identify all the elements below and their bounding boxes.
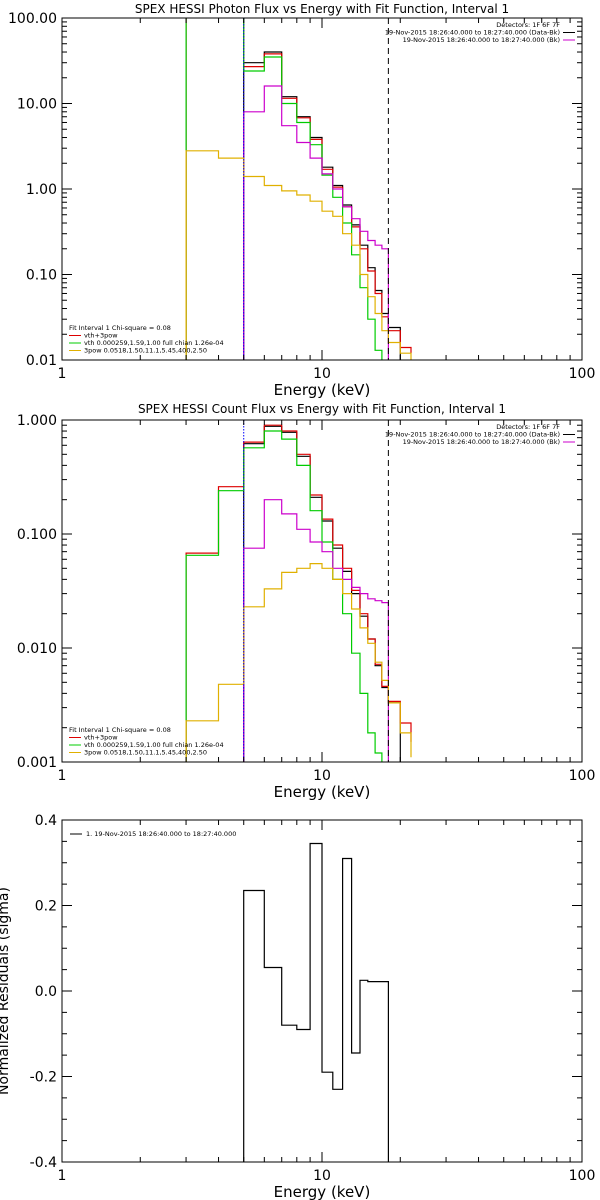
x-axis-label: Energy (keV) [274, 381, 371, 399]
legend-label: vth+3pow [84, 332, 118, 340]
legend-label: Fit Interval 1 Chi-square = 0.08 [69, 726, 171, 734]
series-line-5 [185, 563, 412, 762]
legend-label: 3pow 0.0518,1.50,11.1,5.45,400,2.50 [84, 347, 207, 355]
plot-frame [61, 17, 583, 361]
series-group [243, 842, 389, 1162]
series-line-3 [185, 18, 383, 360]
plot-frame [61, 419, 583, 763]
plot-1: SPEX HESSI Photon Flux vs Energy with Fi… [8, 2, 596, 399]
x-tick-label: 100 [569, 366, 596, 382]
legend-label: Detectors: 1F 6F 7F [496, 423, 560, 431]
y-tick-label: 0.001 [17, 755, 57, 771]
legend-label: 19-Nov-2015 18:26:40.000 to 18:27:40.000… [385, 29, 560, 37]
y-tick-label: 0.010 [17, 641, 57, 657]
series-line-1 [243, 842, 389, 1162]
y-tick-label: 100.00 [8, 11, 57, 27]
y-tick-label: 0.01 [26, 353, 57, 369]
x-tick-label: 10 [313, 1168, 331, 1184]
series-line-1 [243, 51, 401, 360]
legend-label: 1. 19-Nov-2015 18:26:40.000 to 18:27:40.… [86, 830, 236, 838]
x-tick-label: 10 [313, 768, 331, 784]
chart-title: SPEX HESSI Count Flux vs Energy with Fit… [138, 402, 506, 416]
y-axis-label: Normalized Residuals (sigma) [0, 887, 12, 1095]
series-group [185, 424, 412, 762]
y-tick-label: 0.10 [26, 268, 57, 284]
x-tick-label: 1 [58, 1168, 67, 1184]
x-axis-label: Energy (keV) [274, 783, 371, 801]
legend-label: Detectors: 1F 6F 7F [496, 21, 560, 29]
series-line-4 [243, 85, 389, 360]
x-tick-label: 1 [58, 366, 67, 382]
series-line-2 [185, 424, 412, 762]
series-line-5 [185, 150, 412, 360]
legend-label: vth+3pow [84, 734, 118, 742]
y-tick-label: 1.00 [26, 182, 57, 198]
x-tick-label: 1 [58, 768, 67, 784]
series-line-1 [243, 425, 401, 762]
legend-label: vth 0.000259,1.59,1.00 full chian 1.26e-… [84, 339, 224, 347]
series-line-2 [185, 18, 412, 360]
series-line-4 [243, 499, 389, 762]
y-tick-label: 0.0 [35, 984, 57, 1000]
legend-label: 19-Nov-2015 18:26:40.000 to 18:27:40.000… [385, 431, 560, 439]
x-tick-label: 100 [569, 1168, 596, 1184]
y-tick-label: 10.00 [17, 97, 57, 113]
plot-2: SPEX HESSI Count Flux vs Energy with Fit… [17, 402, 595, 801]
legend-label: vth 0.000259,1.59,1.00 full chian 1.26e-… [84, 741, 224, 749]
legend-label: 3pow 0.0518,1.50,11.1,5.45,400,2.50 [84, 749, 207, 757]
y-tick-label: 1.000 [17, 413, 57, 429]
x-axis-label: Energy (keV) [274, 1183, 371, 1200]
legend-label: 19-Nov-2015 18:26:40.000 to 18:27:40.000… [403, 438, 560, 446]
legend-label: Fit Interval 1 Chi-square = 0.08 [69, 324, 171, 332]
series-group [185, 18, 412, 360]
legend-label: 19-Nov-2015 18:26:40.000 to 18:27:40.000… [403, 36, 560, 44]
x-tick-label: 10 [313, 366, 331, 382]
chart-title: SPEX HESSI Photon Flux vs Energy with Fi… [135, 2, 509, 16]
y-tick-label: 0.100 [17, 527, 57, 543]
x-tick-label: 100 [569, 768, 596, 784]
y-tick-label: -0.4 [30, 1155, 57, 1171]
y-tick-label: 0.4 [35, 813, 57, 829]
y-tick-label: -0.2 [30, 1070, 57, 1086]
plot-3: 1 10 100 -0.4 -0.2 0.0 0.2 0.4 Energy (keV) Norma… [0, 813, 595, 1200]
y-tick-label: 0.2 [35, 899, 57, 915]
series-line-3 [185, 430, 383, 762]
